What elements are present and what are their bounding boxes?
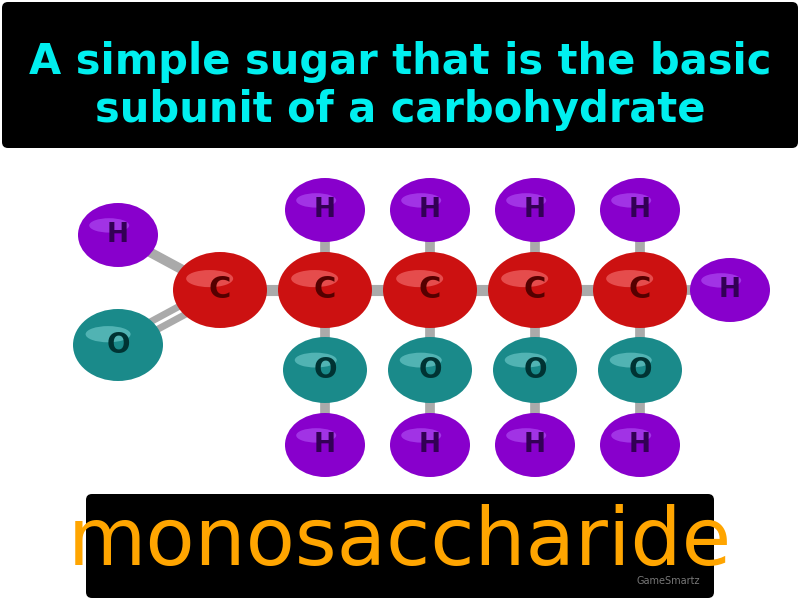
Ellipse shape [78,203,158,267]
Ellipse shape [388,337,472,403]
Ellipse shape [606,270,653,287]
Text: O: O [418,356,442,384]
Ellipse shape [383,252,477,328]
Ellipse shape [401,428,442,443]
Ellipse shape [690,258,770,322]
Text: C: C [419,275,441,304]
Ellipse shape [400,353,442,368]
Ellipse shape [600,178,680,242]
Ellipse shape [506,193,546,208]
Ellipse shape [285,413,365,477]
Text: monosaccharide: monosaccharide [68,504,732,582]
Ellipse shape [495,413,575,477]
Ellipse shape [701,273,742,287]
Text: H: H [107,222,129,248]
Ellipse shape [294,353,337,368]
Text: H: H [629,197,651,223]
Text: H: H [719,277,741,303]
Ellipse shape [390,178,470,242]
Text: C: C [209,275,231,304]
Text: H: H [419,432,441,458]
Text: C: C [524,275,546,304]
Text: H: H [629,432,651,458]
Ellipse shape [611,193,651,208]
Ellipse shape [600,413,680,477]
Ellipse shape [283,337,367,403]
Ellipse shape [291,270,338,287]
Text: H: H [524,197,546,223]
Text: O: O [314,356,337,384]
Ellipse shape [593,252,687,328]
Ellipse shape [73,309,163,381]
Ellipse shape [401,193,442,208]
Ellipse shape [610,353,652,368]
Ellipse shape [505,353,546,368]
Text: C: C [314,275,336,304]
Ellipse shape [278,252,372,328]
FancyBboxPatch shape [2,2,798,148]
Ellipse shape [173,252,267,328]
Text: H: H [314,197,336,223]
Ellipse shape [488,252,582,328]
Ellipse shape [390,413,470,477]
Text: GameSmartz: GameSmartz [637,576,700,586]
Ellipse shape [186,270,233,287]
Text: H: H [314,432,336,458]
Ellipse shape [86,326,130,342]
Ellipse shape [598,337,682,403]
Ellipse shape [506,428,546,443]
Ellipse shape [296,428,336,443]
FancyBboxPatch shape [86,494,714,598]
Text: subunit of a carbohydrate: subunit of a carbohydrate [94,89,706,131]
Text: C: C [629,275,651,304]
Ellipse shape [396,270,443,287]
Ellipse shape [501,270,548,287]
Ellipse shape [285,178,365,242]
Ellipse shape [90,218,129,233]
Text: A simple sugar that is the basic: A simple sugar that is the basic [29,41,771,83]
Ellipse shape [495,178,575,242]
Text: H: H [419,197,441,223]
Ellipse shape [296,193,336,208]
Text: H: H [524,432,546,458]
Text: O: O [523,356,546,384]
Ellipse shape [611,428,651,443]
Ellipse shape [493,337,577,403]
Text: O: O [106,331,130,359]
Text: O: O [628,356,652,384]
